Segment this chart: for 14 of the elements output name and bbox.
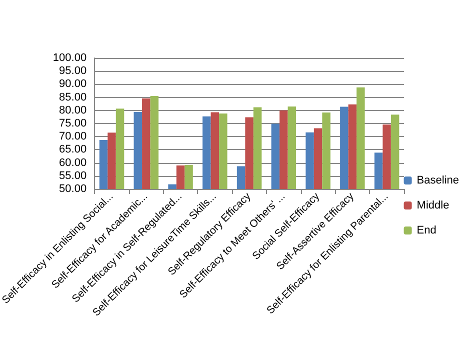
y-tick-label: 80.00 [59,104,87,116]
y-tick-label: 70.00 [59,130,87,143]
legend-label: Middle [416,200,450,212]
y-tick-label: 95.00 [59,65,87,78]
legend-label: Baseline [416,174,460,186]
y-tick-label: 65.00 [59,144,87,156]
y-tick-label: 50.00 [59,183,87,195]
y-tick-label: 75.00 [59,118,87,130]
y-tick-label: 55.00 [59,170,87,182]
y-tick-label: 60.00 [59,156,87,169]
y-tick-label: 85.00 [59,91,87,104]
y-tick-label: 100.00 [52,52,87,64]
y-tick-label: 90.00 [59,78,87,90]
legend-label: End [416,224,436,236]
